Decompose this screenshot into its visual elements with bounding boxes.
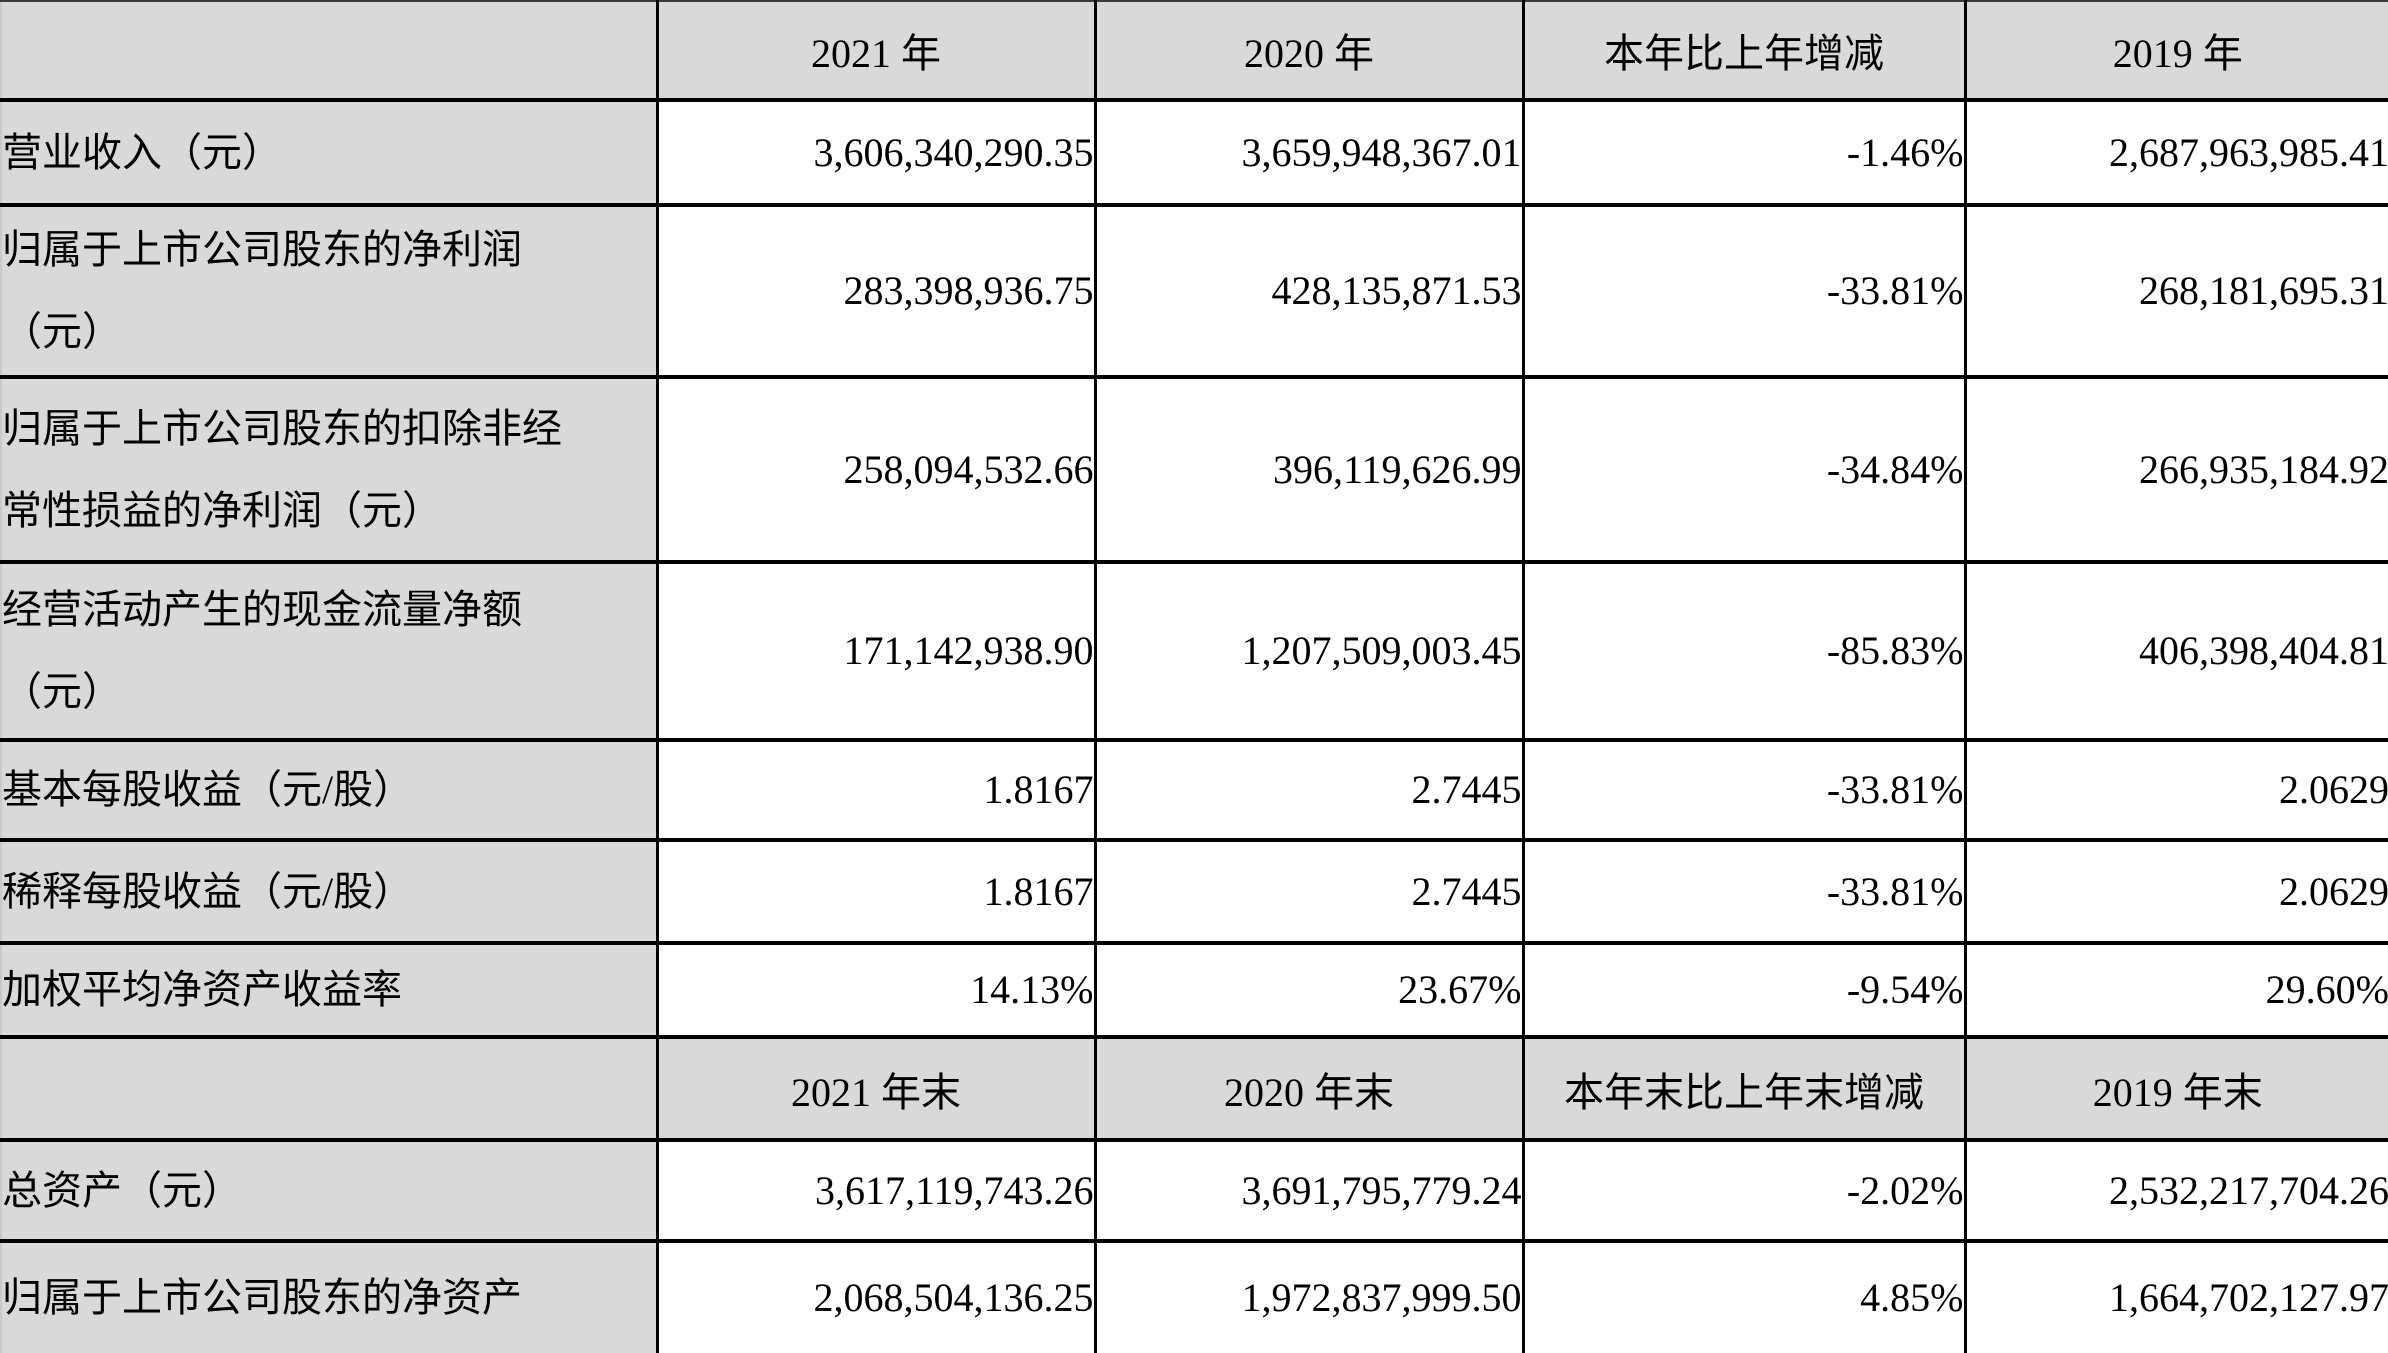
value-change-cell: -85.83%: [1521, 560, 1965, 740]
value-change-cell: -33.81%: [1521, 838, 1965, 943]
value-2020-cell: 23.67%: [1093, 941, 1523, 1037]
row-total-assets: 总资产（元） 3,617,119,743.26 3,691,795,779.24…: [0, 1138, 2388, 1241]
row-weighted-avg-roe: 加权平均净资产收益率 14.13% 23.67% -9.54% 29.60%: [0, 941, 2388, 1037]
header-row-year-end: 2021 年末 2020 年末 本年末比上年末增减 2019 年末: [0, 1035, 2388, 1140]
value-2021-cell: 1.8167: [655, 738, 1095, 840]
metric-label-cell: 加权平均净资产收益率: [0, 941, 657, 1037]
value-2021-cell: 258,094,532.66: [655, 375, 1095, 562]
value-2019-cell: 266,935,184.92: [1963, 375, 2388, 562]
value-2019-cell: 2,532,217,704.26: [1963, 1138, 2388, 1241]
value-2020-cell: 2.7445: [1093, 838, 1523, 943]
value-2019-cell: 2.0629: [1963, 738, 2388, 840]
row-net-profit: 归属于上市公司股东的净利润 （元） 283,398,936.75 428,135…: [0, 203, 2388, 377]
metric-label-cell: 归属于上市公司股东的净资产: [0, 1239, 657, 1353]
metric-label-cell: 经营活动产生的现金流量净额 （元）: [0, 560, 657, 740]
value-change-cell: 4.85%: [1521, 1239, 1965, 1353]
row-operating-cash-flow: 经营活动产生的现金流量净额 （元） 171,142,938.90 1,207,5…: [0, 560, 2388, 740]
row-net-profit-excl-nonrecurring: 归属于上市公司股东的扣除非经 常性损益的净利润（元） 258,094,532.6…: [0, 375, 2388, 562]
row-operating-revenue: 营业收入（元） 3,606,340,290.35 3,659,948,367.0…: [0, 98, 2388, 205]
row-net-assets: 归属于上市公司股东的净资产 2,068,504,136.25 1,972,837…: [0, 1239, 2388, 1353]
col-header-year-end-change: 本年末比上年末增减: [1521, 1035, 1965, 1140]
value-change-cell: -2.02%: [1521, 1138, 1965, 1241]
row-diluted-eps: 稀释每股收益（元/股） 1.8167 2.7445 -33.81% 2.0629: [0, 838, 2388, 943]
value-change-cell: -33.81%: [1521, 203, 1965, 377]
value-2019-cell: 2,687,963,985.41: [1963, 98, 2388, 205]
value-2021-cell: 3,617,119,743.26: [655, 1138, 1095, 1241]
header-blank-cell: [0, 1035, 657, 1140]
header-row-annual: 2021 年 2020 年 本年比上年增减 2019 年: [0, 0, 2388, 100]
col-header-2021-end: 2021 年末: [655, 1035, 1095, 1140]
col-header-2021: 2021 年: [655, 0, 1095, 100]
header-blank-cell: [0, 0, 657, 100]
value-change-cell: -33.81%: [1521, 738, 1965, 840]
value-2021-cell: 3,606,340,290.35: [655, 98, 1095, 205]
value-2019-cell: 2.0629: [1963, 838, 2388, 943]
metric-label-cell: 基本每股收益（元/股）: [0, 738, 657, 840]
metric-label-cell: 归属于上市公司股东的扣除非经 常性损益的净利润（元）: [0, 375, 657, 562]
value-2019-cell: 406,398,404.81: [1963, 560, 2388, 740]
value-2021-cell: 14.13%: [655, 941, 1095, 1037]
value-2019-cell: 1,664,702,127.97: [1963, 1239, 2388, 1353]
value-2020-cell: 396,119,626.99: [1093, 375, 1523, 562]
value-2020-cell: 1,207,509,003.45: [1093, 560, 1523, 740]
value-2021-cell: 283,398,936.75: [655, 203, 1095, 377]
value-2021-cell: 1.8167: [655, 838, 1095, 943]
metric-label-cell: 稀释每股收益（元/股）: [0, 838, 657, 943]
col-header-2020: 2020 年: [1093, 0, 1523, 100]
row-basic-eps: 基本每股收益（元/股） 1.8167 2.7445 -33.81% 2.0629: [0, 738, 2388, 840]
col-header-yoy-change: 本年比上年增减: [1521, 0, 1965, 100]
value-2020-cell: 428,135,871.53: [1093, 203, 1523, 377]
metric-label-cell: 总资产（元）: [0, 1138, 657, 1241]
col-header-2019: 2019 年: [1963, 0, 2388, 100]
value-2020-cell: 1,972,837,999.50: [1093, 1239, 1523, 1353]
value-2020-cell: 2.7445: [1093, 738, 1523, 840]
value-2019-cell: 29.60%: [1963, 941, 2388, 1037]
col-header-2020-end: 2020 年末: [1093, 1035, 1523, 1140]
value-2020-cell: 3,691,795,779.24: [1093, 1138, 1523, 1241]
value-change-cell: -34.84%: [1521, 375, 1965, 562]
value-2021-cell: 2,068,504,136.25: [655, 1239, 1095, 1353]
value-2019-cell: 268,181,695.31: [1963, 203, 2388, 377]
value-2021-cell: 171,142,938.90: [655, 560, 1095, 740]
metric-label-cell: 营业收入（元）: [0, 98, 657, 205]
value-change-cell: -9.54%: [1521, 941, 1965, 1037]
col-header-2019-end: 2019 年末: [1963, 1035, 2388, 1140]
metric-label-cell: 归属于上市公司股东的净利润 （元）: [0, 203, 657, 377]
value-change-cell: -1.46%: [1521, 98, 1965, 205]
value-2020-cell: 3,659,948,367.01: [1093, 98, 1523, 205]
